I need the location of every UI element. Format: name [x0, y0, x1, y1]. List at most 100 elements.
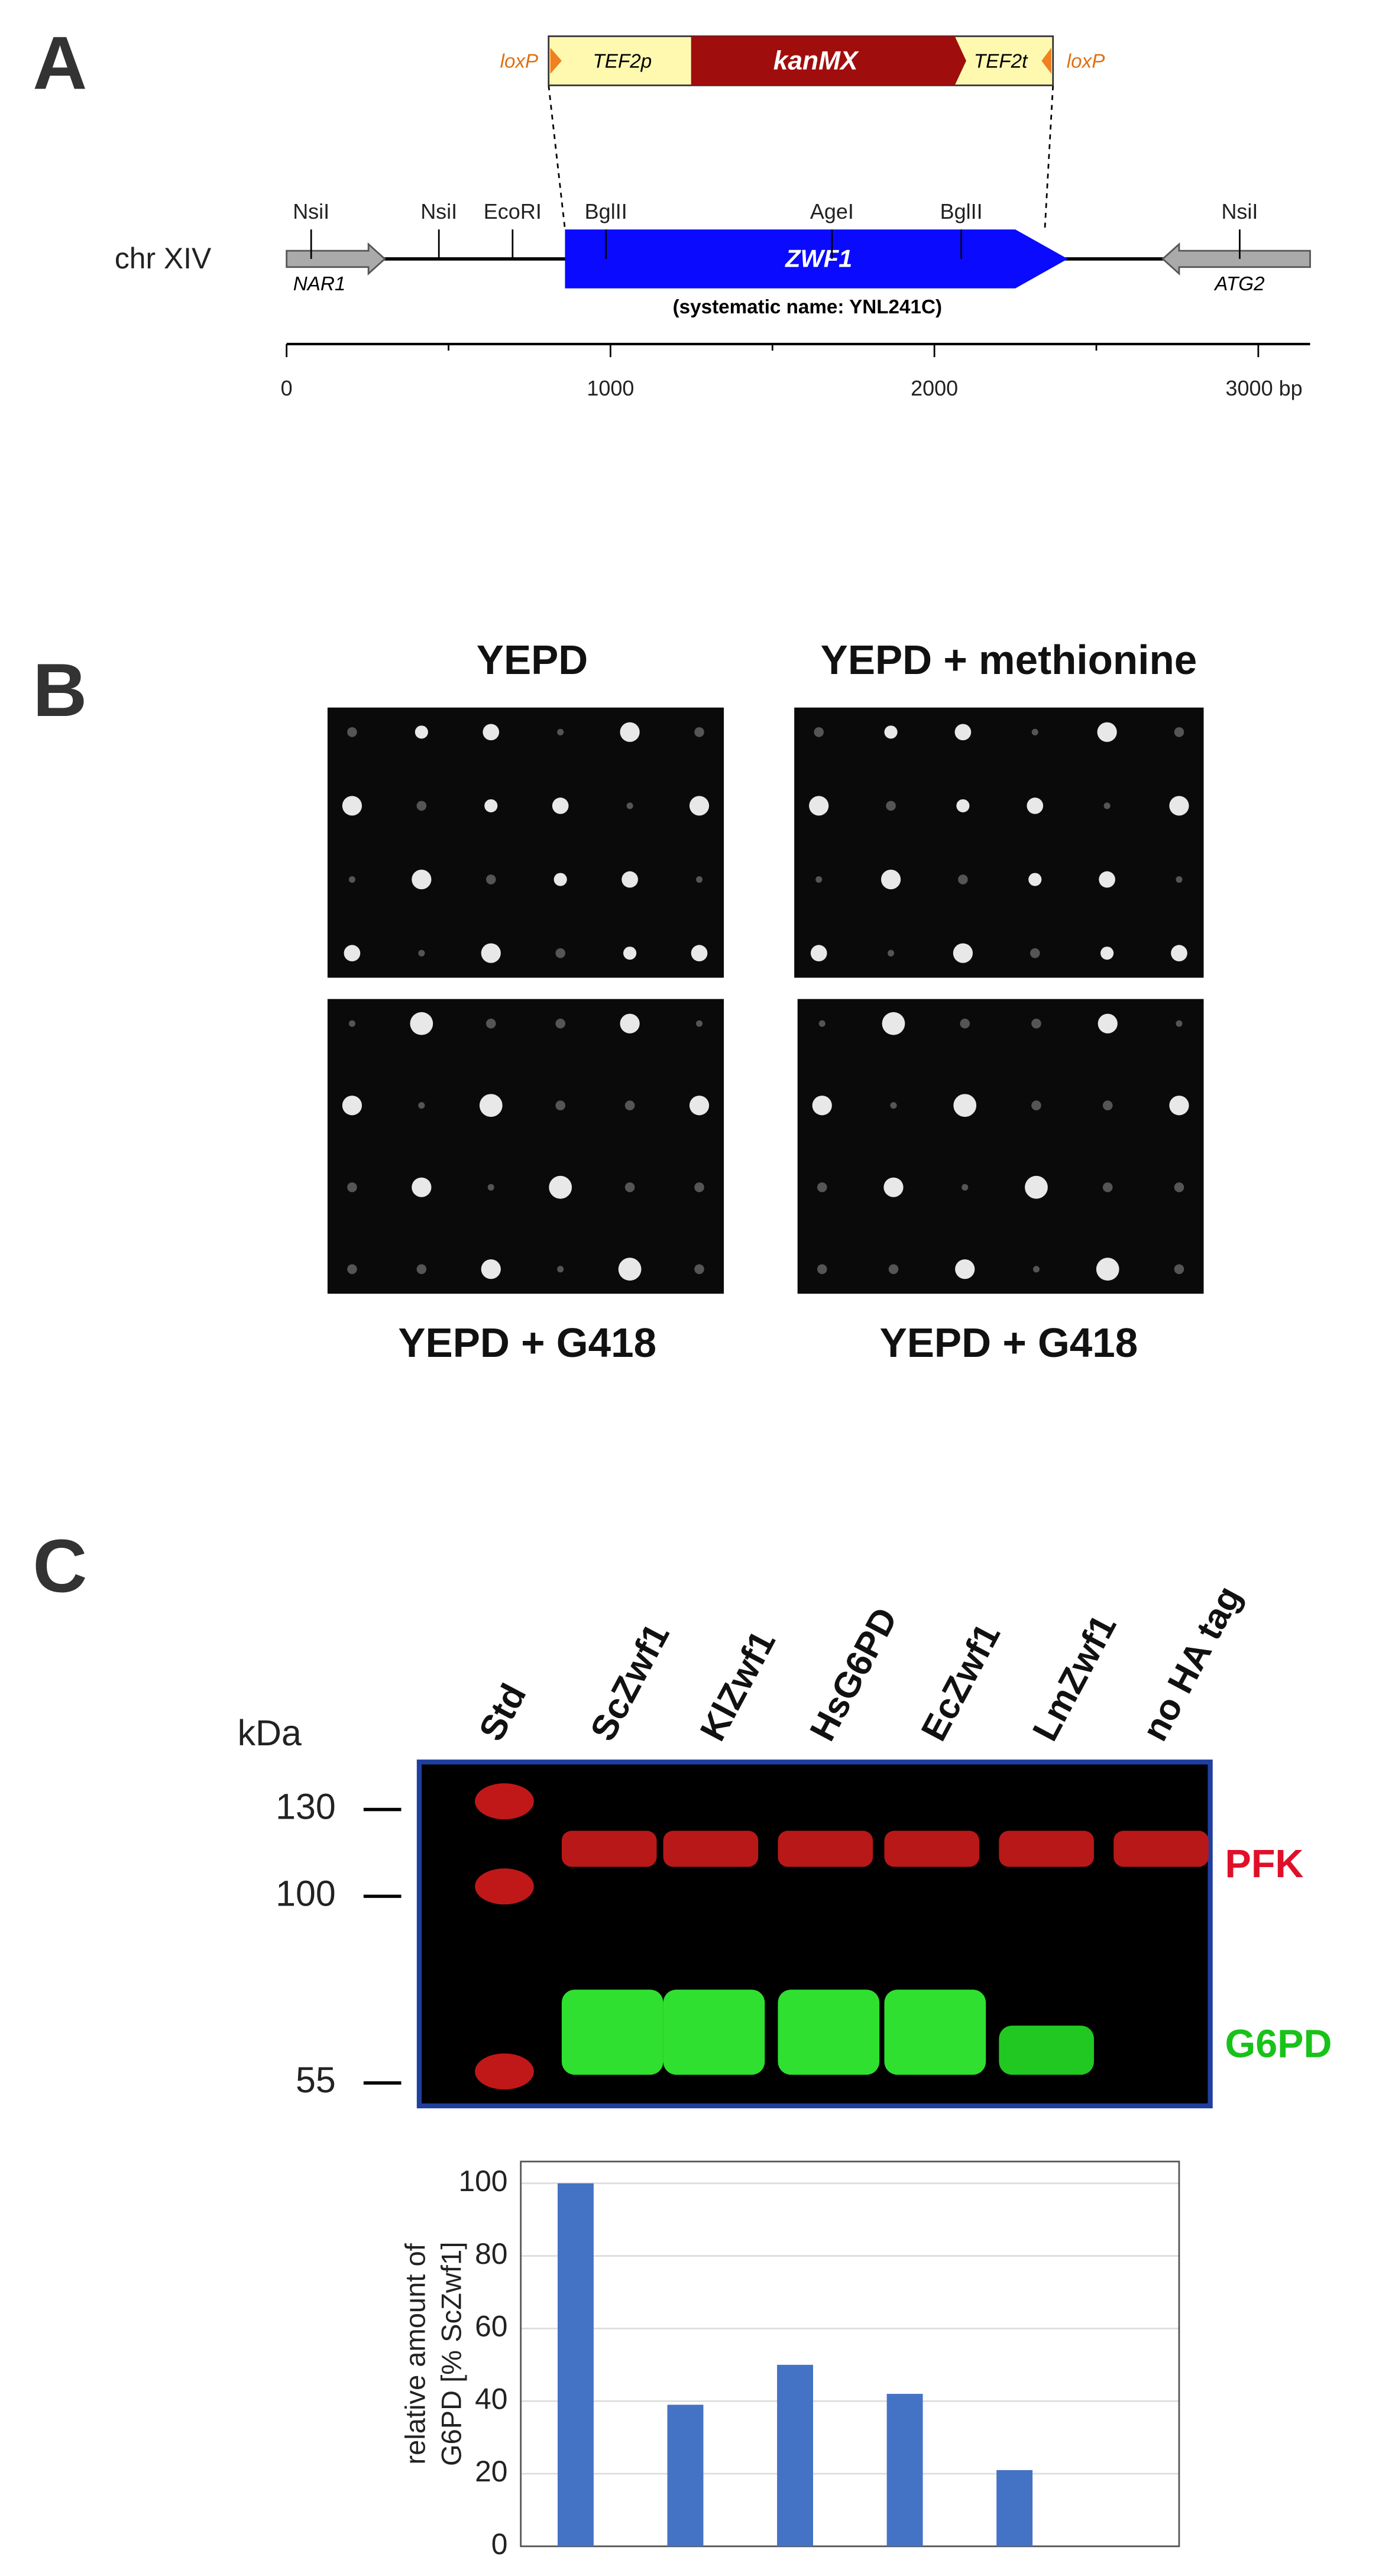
condition: YEPD + methionine [821, 637, 1197, 683]
gene: ZWF1 [785, 245, 852, 273]
dash [548, 85, 566, 230]
colony [890, 1102, 897, 1109]
bar [557, 2183, 594, 2546]
lane-label: KlZwf1 [692, 1624, 783, 1747]
colony [557, 1266, 564, 1273]
colony [1171, 945, 1187, 962]
kanmx [691, 36, 966, 86]
unit: kDa [238, 1713, 302, 1753]
lane-label: HsG6PD [802, 1601, 905, 1747]
pfk-band [1113, 1830, 1209, 1867]
lane-label: no HA tag [1134, 1579, 1249, 1747]
colony [1100, 947, 1114, 960]
colony [618, 1258, 642, 1281]
panel-label: A [33, 21, 87, 105]
y-tick-label: 100 [458, 2165, 507, 2198]
colony [1174, 1182, 1184, 1193]
colony [342, 796, 362, 816]
colony [1031, 728, 1038, 735]
site-label: BglII [585, 199, 627, 223]
colony [1028, 873, 1042, 886]
gene-name: ATG2 [1213, 273, 1264, 295]
colony [485, 874, 496, 884]
pfk-band [561, 1830, 657, 1867]
g6pd-band [663, 1989, 765, 2075]
colony [1174, 727, 1184, 737]
zwf1 [565, 229, 1068, 289]
colony [347, 1264, 357, 1274]
condition: YEPD + G418 [880, 1320, 1138, 1366]
y-axis-label: relative amount of [400, 2243, 431, 2464]
colony [626, 802, 633, 809]
colony [1096, 1258, 1119, 1281]
colony [557, 728, 564, 735]
colony [1025, 1175, 1048, 1199]
colony [412, 869, 432, 890]
colony [888, 1264, 899, 1274]
y-axis-label: G6PD [% ScZwf1] [436, 2242, 467, 2466]
colony [1031, 1018, 1041, 1029]
colony [689, 796, 710, 816]
lane-label: Std [471, 1677, 533, 1748]
plate [327, 999, 724, 1294]
gene-arrow [286, 242, 386, 276]
colony [809, 796, 829, 816]
colony [689, 1096, 710, 1116]
systematic-name: (systematic name: YNL241C) [673, 296, 942, 318]
std-band [475, 1868, 534, 1905]
colony [694, 1182, 704, 1193]
marker-label: 130 [276, 1787, 336, 1827]
pfk-band [884, 1830, 980, 1867]
g6pd-band [884, 1989, 986, 2075]
colony [485, 1018, 496, 1029]
bar [886, 2393, 923, 2546]
colony [962, 1184, 969, 1191]
colony [884, 725, 898, 739]
plate [794, 707, 1204, 978]
plate [327, 707, 724, 978]
colony [552, 798, 569, 814]
y-tick-label: 0 [491, 2528, 508, 2561]
scale-label: 1000 [587, 376, 634, 400]
gene-name: NAR1 [293, 273, 346, 295]
colony [484, 799, 498, 812]
colony [696, 876, 703, 883]
colony [888, 950, 895, 957]
loxp [1041, 47, 1051, 74]
label: kanMX [773, 46, 859, 75]
colony [1176, 1020, 1183, 1027]
colony [955, 1259, 975, 1279]
y-tick-label: 80 [475, 2237, 507, 2270]
colony [344, 945, 361, 962]
label: loxP [1067, 50, 1105, 72]
scale-label: 2000 [911, 376, 958, 400]
std-band [475, 2053, 534, 2090]
colony [818, 1020, 826, 1027]
colony [1097, 722, 1117, 742]
colony [814, 727, 824, 737]
colony [418, 1102, 425, 1109]
colony [620, 1013, 640, 1033]
colony [953, 943, 973, 963]
bar [996, 2470, 1033, 2546]
colony [953, 1094, 977, 1117]
condition: YEPD + G418 [398, 1320, 656, 1366]
pfk-band [778, 1830, 873, 1867]
colony [347, 1182, 357, 1193]
scale-label: 3000 bp [1226, 376, 1303, 400]
colony [815, 876, 823, 883]
lane-label: LmZwf1 [1025, 1608, 1124, 1747]
condition: YEPD [477, 637, 588, 683]
y-tick-label: 40 [475, 2382, 507, 2415]
g6pd-band [778, 1989, 880, 2075]
pfk-band [663, 1830, 759, 1867]
std-band [475, 1783, 534, 1820]
colony [1102, 1182, 1113, 1193]
colony [1098, 1013, 1118, 1033]
colony [342, 1096, 362, 1116]
colony [1099, 871, 1115, 888]
colony [817, 1182, 827, 1193]
colony [880, 869, 901, 890]
g6pd-band [561, 1989, 663, 2075]
colony [1032, 1266, 1040, 1273]
